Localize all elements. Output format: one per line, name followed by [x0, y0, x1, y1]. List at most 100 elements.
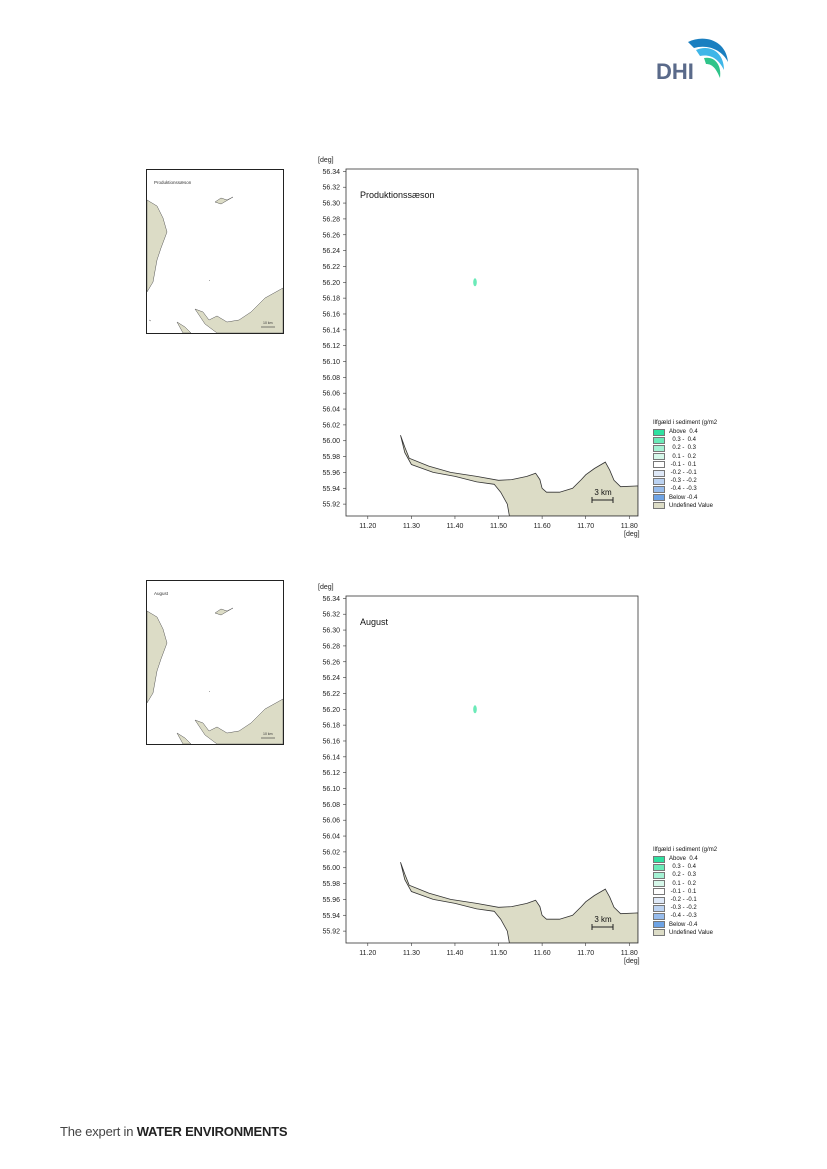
legend-item: -0.2 - -0.1 — [653, 469, 733, 477]
y-tick-label: 55.96 — [322, 897, 340, 904]
legend-label: 0.1 - 0.2 — [669, 453, 697, 460]
y-tick-label: 56.04 — [322, 834, 340, 841]
legend-label: 0.3 - 0.4 — [669, 864, 697, 871]
y-tick-label: 56.08 — [322, 375, 340, 382]
y-tick-label: 56.10 — [322, 359, 340, 366]
y-tick-label: 56.02 — [322, 849, 340, 856]
legend-swatch — [653, 863, 665, 871]
y-tick-label: 56.04 — [322, 407, 340, 414]
legend-item: 0.1 - 0.2 — [653, 453, 733, 461]
y-tick-label: 56.12 — [322, 770, 340, 777]
legend-item: Above 0.4 — [653, 428, 733, 436]
y-tick-label: 56.00 — [322, 438, 340, 445]
legend-item: -0.2 - -0.1 — [653, 896, 733, 904]
x-tick-label: 11.50 — [490, 523, 507, 530]
map-legend: Ilfgæld i sediment (g/m2 Above 0.4 0.3 - … — [653, 420, 733, 510]
legend-swatch — [653, 888, 665, 896]
map-panel: 56.34 56.32 56.30 56.28 56.26 56.24 56.22 56.20… — [300, 582, 733, 965]
y-tick-label: 55.92 — [322, 502, 340, 509]
legend-swatch — [653, 485, 665, 493]
dhi-logo: DHI — [652, 36, 732, 84]
legend-swatch — [653, 880, 665, 888]
legend-swatch — [653, 428, 665, 436]
y-tick-label: 55.96 — [322, 470, 340, 477]
legend-swatch — [653, 494, 665, 502]
x-tick-label: 11.80 — [621, 523, 638, 530]
y-tick-label: 56.02 — [322, 422, 340, 429]
legend-label: -0.1 - 0.1 — [669, 461, 697, 468]
legend-swatch — [653, 477, 665, 485]
x-tick-label: 11.40 — [446, 950, 463, 957]
legend-item: -0.1 - 0.1 — [653, 888, 733, 896]
y-tick-label: 56.16 — [322, 311, 340, 318]
legend-label: Above 0.4 — [669, 856, 698, 863]
y-tick-label: 56.18 — [322, 296, 340, 303]
y-tick-label: 56.22 — [322, 691, 340, 698]
legend-swatch — [653, 855, 665, 863]
legend-swatch — [653, 904, 665, 912]
legend-label: -0.4 - -0.3 — [669, 913, 697, 920]
x-tick-label: 11.70 — [577, 523, 594, 530]
legend-label: -0.2 - -0.1 — [669, 897, 697, 904]
legend-swatch — [653, 921, 665, 929]
legend-item: Above 0.4 — [653, 855, 733, 863]
legend-item: -0.4 - -0.3 — [653, 485, 733, 493]
map-chart: 56.34 56.32 56.30 56.28 56.26 56.24 56.22 56.20… — [318, 157, 640, 538]
y-tick-label: 56.18 — [322, 723, 340, 730]
legend-swatch — [653, 912, 665, 920]
y-tick-label: 55.98 — [322, 454, 340, 461]
overview-inset: Produktionssæson 10 km — [146, 169, 284, 334]
y-tick-label: 55.92 — [322, 929, 340, 936]
y-unit-label: [deg] — [318, 584, 334, 591]
legend-swatch — [653, 929, 665, 937]
y-tick-label: 56.26 — [322, 659, 340, 666]
y-tick-label: 56.08 — [322, 802, 340, 809]
legend-swatch — [653, 453, 665, 461]
inset-label: August — [154, 591, 169, 596]
y-tick-label: 56.06 — [322, 818, 340, 825]
legend-item: Below -0.4 — [653, 921, 733, 929]
logo-text: DHI — [656, 59, 694, 84]
legend-label: Undefined Value — [669, 929, 713, 936]
legend-label: 0.2 - 0.3 — [669, 872, 697, 879]
x-tick-label: 11.50 — [490, 950, 507, 957]
x-unit-label: [deg] — [624, 531, 640, 538]
map-title: Produktionssæson — [360, 190, 435, 200]
legend-label: 0.3 - 0.4 — [669, 437, 697, 444]
legend-swatch — [653, 896, 665, 904]
coastline-land — [400, 435, 638, 516]
legend-item: -0.3 - -0.2 — [653, 904, 733, 912]
x-tick-label: 11.70 — [577, 950, 594, 957]
footer-emphasis: WATER ENVIRONMENTS — [136, 1124, 288, 1139]
y-tick-label: 56.14 — [322, 754, 340, 761]
scale-bar-label: 3 km — [594, 915, 612, 924]
map-legend: Ilfgæld i sediment (g/m2 Above 0.4 0.3 - … — [653, 847, 733, 937]
y-tick-label: 56.32 — [322, 612, 340, 619]
x-tick-label: 11.30 — [403, 523, 420, 530]
y-tick-label: 56.28 — [322, 216, 340, 223]
x-tick-label: 11.20 — [359, 950, 376, 957]
y-tick-label: 56.32 — [322, 185, 340, 192]
map-chart: 56.34 56.32 56.30 56.28 56.26 56.24 56.22 56.20… — [318, 584, 640, 965]
map-title: August — [360, 617, 389, 627]
y-tick-label: 56.10 — [322, 786, 340, 793]
footer-tagline: The expert in WATER ENVIRONMENTS — [60, 1124, 288, 1139]
legend-swatch — [653, 436, 665, 444]
y-tick-label: 56.14 — [322, 327, 340, 334]
legend-item: -0.1 - 0.1 — [653, 461, 733, 469]
legend-swatch — [653, 461, 665, 469]
legend-item: -0.3 - -0.2 — [653, 477, 733, 485]
coastline-land — [400, 862, 638, 943]
sediment-plume — [473, 278, 477, 287]
y-tick-label: 56.20 — [322, 280, 340, 287]
legend-title: Ilfgæld i sediment (g/m2 — [653, 420, 718, 426]
y-tick-label: 56.20 — [322, 707, 340, 714]
x-tick-label: 11.60 — [534, 950, 551, 957]
inset-label: Produktionssæson — [154, 180, 192, 185]
legend-label: Above 0.4 — [669, 429, 698, 436]
legend-item: Undefined Value — [653, 502, 733, 510]
legend-label: -0.2 - -0.1 — [669, 470, 697, 477]
y-tick-label: 55.94 — [322, 486, 340, 493]
footer-prefix: The expert in — [60, 1124, 137, 1139]
overview-map — [147, 607, 283, 744]
